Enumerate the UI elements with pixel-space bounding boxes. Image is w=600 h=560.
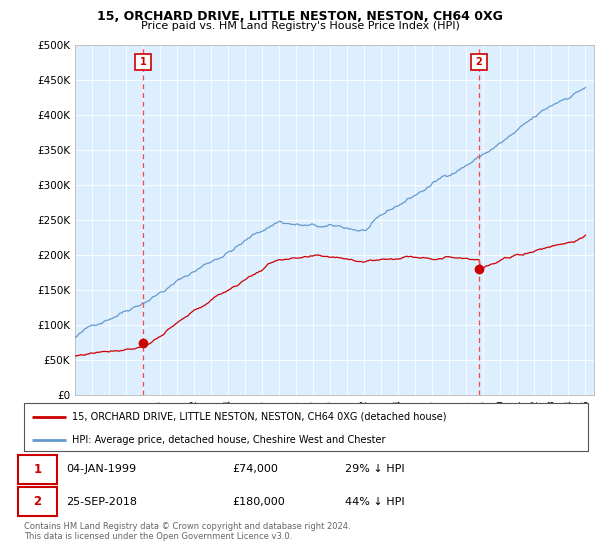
Text: £74,000: £74,000 [233,464,278,474]
Text: 29% ↓ HPI: 29% ↓ HPI [346,464,405,474]
Text: Price paid vs. HM Land Registry's House Price Index (HPI): Price paid vs. HM Land Registry's House … [140,21,460,31]
Text: 1: 1 [34,463,41,476]
Text: £180,000: £180,000 [233,497,286,507]
Text: 1: 1 [140,57,146,67]
Text: 15, ORCHARD DRIVE, LITTLE NESTON, NESTON, CH64 0XG (detached house): 15, ORCHARD DRIVE, LITTLE NESTON, NESTON… [72,412,446,422]
Text: 44% ↓ HPI: 44% ↓ HPI [346,497,405,507]
Text: 04-JAN-1999: 04-JAN-1999 [66,464,136,474]
FancyBboxPatch shape [19,455,57,484]
Text: 25-SEP-2018: 25-SEP-2018 [66,497,137,507]
Text: HPI: Average price, detached house, Cheshire West and Chester: HPI: Average price, detached house, Ches… [72,435,385,445]
Text: 15, ORCHARD DRIVE, LITTLE NESTON, NESTON, CH64 0XG: 15, ORCHARD DRIVE, LITTLE NESTON, NESTON… [97,10,503,23]
Text: Contains HM Land Registry data © Crown copyright and database right 2024.
This d: Contains HM Land Registry data © Crown c… [24,522,350,542]
Text: 2: 2 [475,57,482,67]
FancyBboxPatch shape [19,487,57,516]
FancyBboxPatch shape [24,403,588,451]
Text: 2: 2 [34,495,41,508]
